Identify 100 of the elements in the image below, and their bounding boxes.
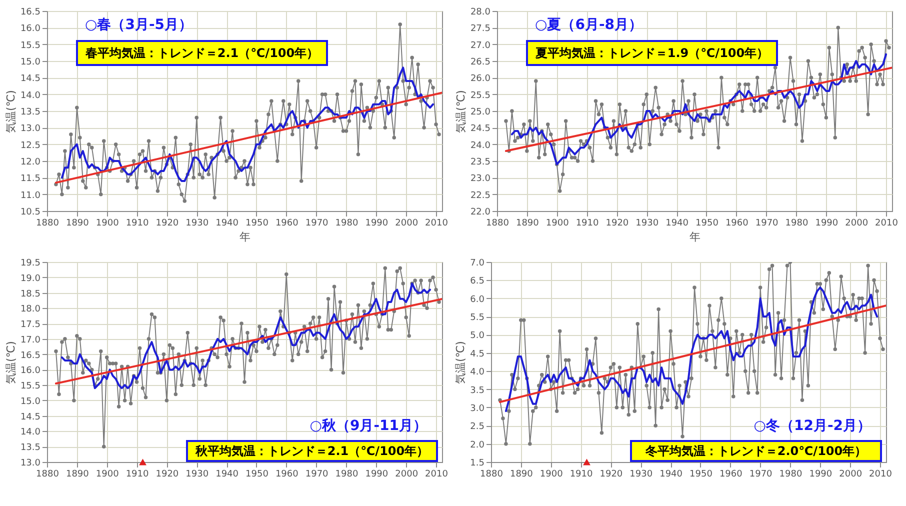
- y-tick-label: 6.5: [470, 276, 484, 287]
- x-axis-title: 年: [240, 230, 250, 244]
- y-tick-label: 11.5: [20, 174, 40, 184]
- x-tick-label: 1930: [630, 470, 653, 480]
- x-tick-label: 1940: [216, 218, 239, 228]
- x-tick-label: 1950: [696, 218, 719, 228]
- chart-title: ○夏（6月-8月）: [535, 17, 643, 33]
- x-tick-label: 1970: [305, 470, 329, 480]
- x-tick-label: 1930: [636, 218, 659, 228]
- y-tick-label: 12.0: [20, 158, 41, 168]
- x-tick-label: 1940: [660, 470, 683, 480]
- x-tick-label: 1900: [96, 218, 120, 228]
- y-tick-label: 2.5: [470, 422, 484, 432]
- x-tick-label: 1910: [126, 470, 149, 480]
- y-tick-label: 22.0: [470, 208, 491, 218]
- y-tick-label: 17.0: [20, 335, 41, 346]
- y-axis-title: 気温(℃): [454, 90, 468, 133]
- y-axis-title: 気温(℃): [4, 341, 18, 384]
- y-tick-label: 7.0: [470, 258, 485, 268]
- y-tick-label: 13.0: [20, 124, 41, 134]
- y-tick-label: 5.0: [470, 331, 485, 342]
- y-tick-label: 13.5: [20, 443, 40, 454]
- y-tick-label: 23.0: [470, 174, 491, 184]
- line-series: [60, 66, 434, 182]
- y-axis-title: 気温(℃): [4, 90, 18, 133]
- x-tick-label: 1990: [365, 470, 388, 480]
- x-tick-label: 1960: [275, 218, 299, 228]
- y-tick-label: 27.0: [470, 40, 491, 51]
- x-tick-label: 1910: [126, 218, 149, 228]
- y-tick-label: 12.5: [20, 140, 40, 151]
- y-tick-label: 2.0: [470, 440, 485, 450]
- x-tick-label: 1960: [725, 218, 749, 228]
- x-tick-label: 1950: [246, 470, 269, 480]
- y-tick-label: 23.5: [470, 158, 490, 168]
- y-tick-label: 14.0: [20, 90, 41, 101]
- text: ○秋（9月-11月）: [310, 418, 427, 434]
- y-tick-label: 24.0: [470, 140, 491, 151]
- x-tick-label: 1930: [186, 470, 209, 480]
- x-tick-label: 2010: [425, 470, 448, 480]
- y-tick-label: 16.5: [20, 350, 40, 361]
- y-tick-label: 15.5: [20, 382, 40, 392]
- x-tick-label: 1950: [690, 470, 713, 480]
- y-tick-label: 26.5: [470, 58, 490, 68]
- x-tick-label: 2010: [875, 218, 898, 228]
- annotation: 夏平均気温：トレンド＝1.9（℃/100年）: [534, 46, 769, 60]
- x-tick-label: 2000: [845, 218, 868, 228]
- y-tick-label: 24.5: [470, 124, 490, 134]
- x-tick-label: 1980: [335, 218, 358, 228]
- x-tick-label: 1920: [606, 218, 629, 228]
- y-tick-label: 6.0: [470, 294, 485, 305]
- y-tick-label: 19.0: [20, 274, 41, 284]
- x-tick-label: 1890: [516, 218, 540, 228]
- annotation: 春平均気温：トレンド＝2.1（℃/100年）: [84, 46, 319, 60]
- y-axis-title: 気温(℃): [454, 341, 468, 384]
- x-tick-label: 1950: [246, 218, 269, 228]
- y-tick-label: 4.0: [470, 368, 485, 378]
- x-tick-label: 1900: [96, 470, 120, 480]
- x-tick-label: 1990: [809, 470, 832, 480]
- x-tick-label: 2010: [425, 218, 448, 228]
- line-series: [60, 282, 432, 390]
- x-tick-label: 1990: [365, 218, 388, 228]
- x-tick-label: 2000: [395, 218, 418, 228]
- x-axis-title: 年: [690, 230, 700, 244]
- x-tick-label: 1940: [216, 470, 239, 480]
- chart-title: ○春（3月-5月）: [85, 17, 193, 33]
- x-tick-label: 2010: [869, 470, 892, 480]
- x-tick-label: 1960: [719, 470, 743, 480]
- y-tick-label: 3.0: [470, 404, 485, 414]
- x-tick-label: 1980: [785, 218, 808, 228]
- y-tick-label: 18.0: [20, 304, 41, 315]
- y-tick-label: 16.5: [20, 8, 40, 18]
- y-tick-label: 14.5: [20, 412, 40, 422]
- x-tick-label: 2000: [395, 470, 418, 480]
- y-tick-label: 14.0: [20, 428, 41, 438]
- y-tick-label: 25.0: [470, 108, 491, 118]
- y-tick-label: 1.5: [470, 458, 484, 468]
- y-tick-label: 27.5: [470, 24, 490, 34]
- x-tick-label: 1930: [186, 218, 209, 228]
- annotation: 秋平均気温：トレンド＝2.1（℃/100年）: [194, 444, 429, 458]
- y-tick-label: 13.0: [20, 458, 41, 468]
- y-tick-label: 10.5: [20, 208, 40, 218]
- text: ○冬（12月-2月）: [754, 418, 871, 434]
- y-tick-label: 3.5: [470, 386, 484, 396]
- x-tick-label: 1970: [755, 218, 779, 228]
- x-tick-label: 1910: [570, 470, 593, 480]
- x-tick-label: 1880: [36, 218, 60, 228]
- y-tick-label: 17.5: [20, 320, 40, 330]
- x-tick-label: 1920: [156, 470, 179, 480]
- y-tick-label: 28.0: [470, 8, 491, 18]
- x-tick-label: 1890: [66, 470, 90, 480]
- y-tick-label: 15.0: [20, 396, 41, 407]
- x-tick-label: 1900: [546, 218, 570, 228]
- x-tick-label: 1990: [815, 218, 838, 228]
- x-tick-label: 1890: [510, 470, 534, 480]
- y-tick-label: 16.0: [20, 366, 41, 376]
- x-tick-label: 1880: [36, 470, 60, 480]
- x-tick-label: 1940: [666, 218, 689, 228]
- x-tick-label: 1980: [335, 470, 358, 480]
- x-tick-label: 1900: [540, 470, 564, 480]
- y-tick-label: 15.0: [20, 58, 41, 68]
